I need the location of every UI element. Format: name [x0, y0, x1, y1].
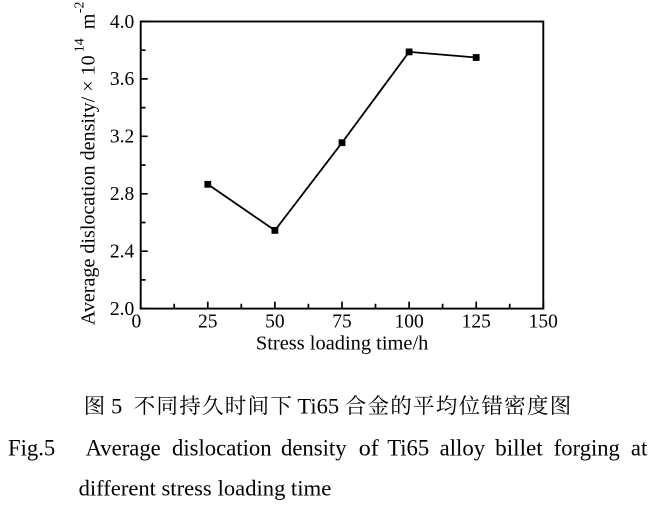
svg-text:75: 75: [332, 312, 352, 333]
svg-text:Ti65: Ti65: [297, 394, 339, 419]
svg-text:Stress loading time/h: Stress loading time/h: [256, 333, 429, 355]
svg-text:50: 50: [265, 312, 285, 333]
svg-text:150: 150: [529, 312, 558, 333]
svg-text:billet: billet: [495, 436, 543, 461]
svg-text:different: different: [79, 476, 157, 501]
svg-text:Average: Average: [86, 436, 161, 461]
svg-text:2.4: 2.4: [110, 242, 135, 263]
svg-text:dislocation: dislocation: [172, 436, 272, 461]
svg-text:3.2: 3.2: [110, 127, 134, 148]
svg-text:25: 25: [198, 312, 218, 333]
svg-text:forging: forging: [554, 436, 620, 461]
svg-text:5: 5: [111, 394, 122, 419]
svg-text:of: of: [359, 436, 379, 461]
svg-text:loading: loading: [218, 476, 286, 501]
svg-text:Ti65: Ti65: [387, 436, 429, 461]
svg-text:stress: stress: [162, 476, 212, 501]
svg-text:time: time: [291, 476, 332, 501]
svg-text:2.0: 2.0: [110, 299, 134, 320]
svg-text:Average dislocation density/ ×: Average dislocation density/ × 1014 m-2: [73, 1, 100, 325]
svg-text:125: 125: [462, 312, 491, 333]
svg-text:Fig.5: Fig.5: [8, 436, 55, 461]
svg-text:alloy: alloy: [440, 436, 486, 461]
svg-text:3.6: 3.6: [110, 69, 135, 90]
svg-text:at: at: [631, 436, 648, 461]
svg-text:0: 0: [132, 312, 142, 333]
svg-text:2.8: 2.8: [110, 184, 134, 205]
svg-text:density: density: [281, 436, 347, 461]
svg-text:4.0: 4.0: [110, 12, 134, 33]
svg-text:100: 100: [394, 312, 423, 333]
